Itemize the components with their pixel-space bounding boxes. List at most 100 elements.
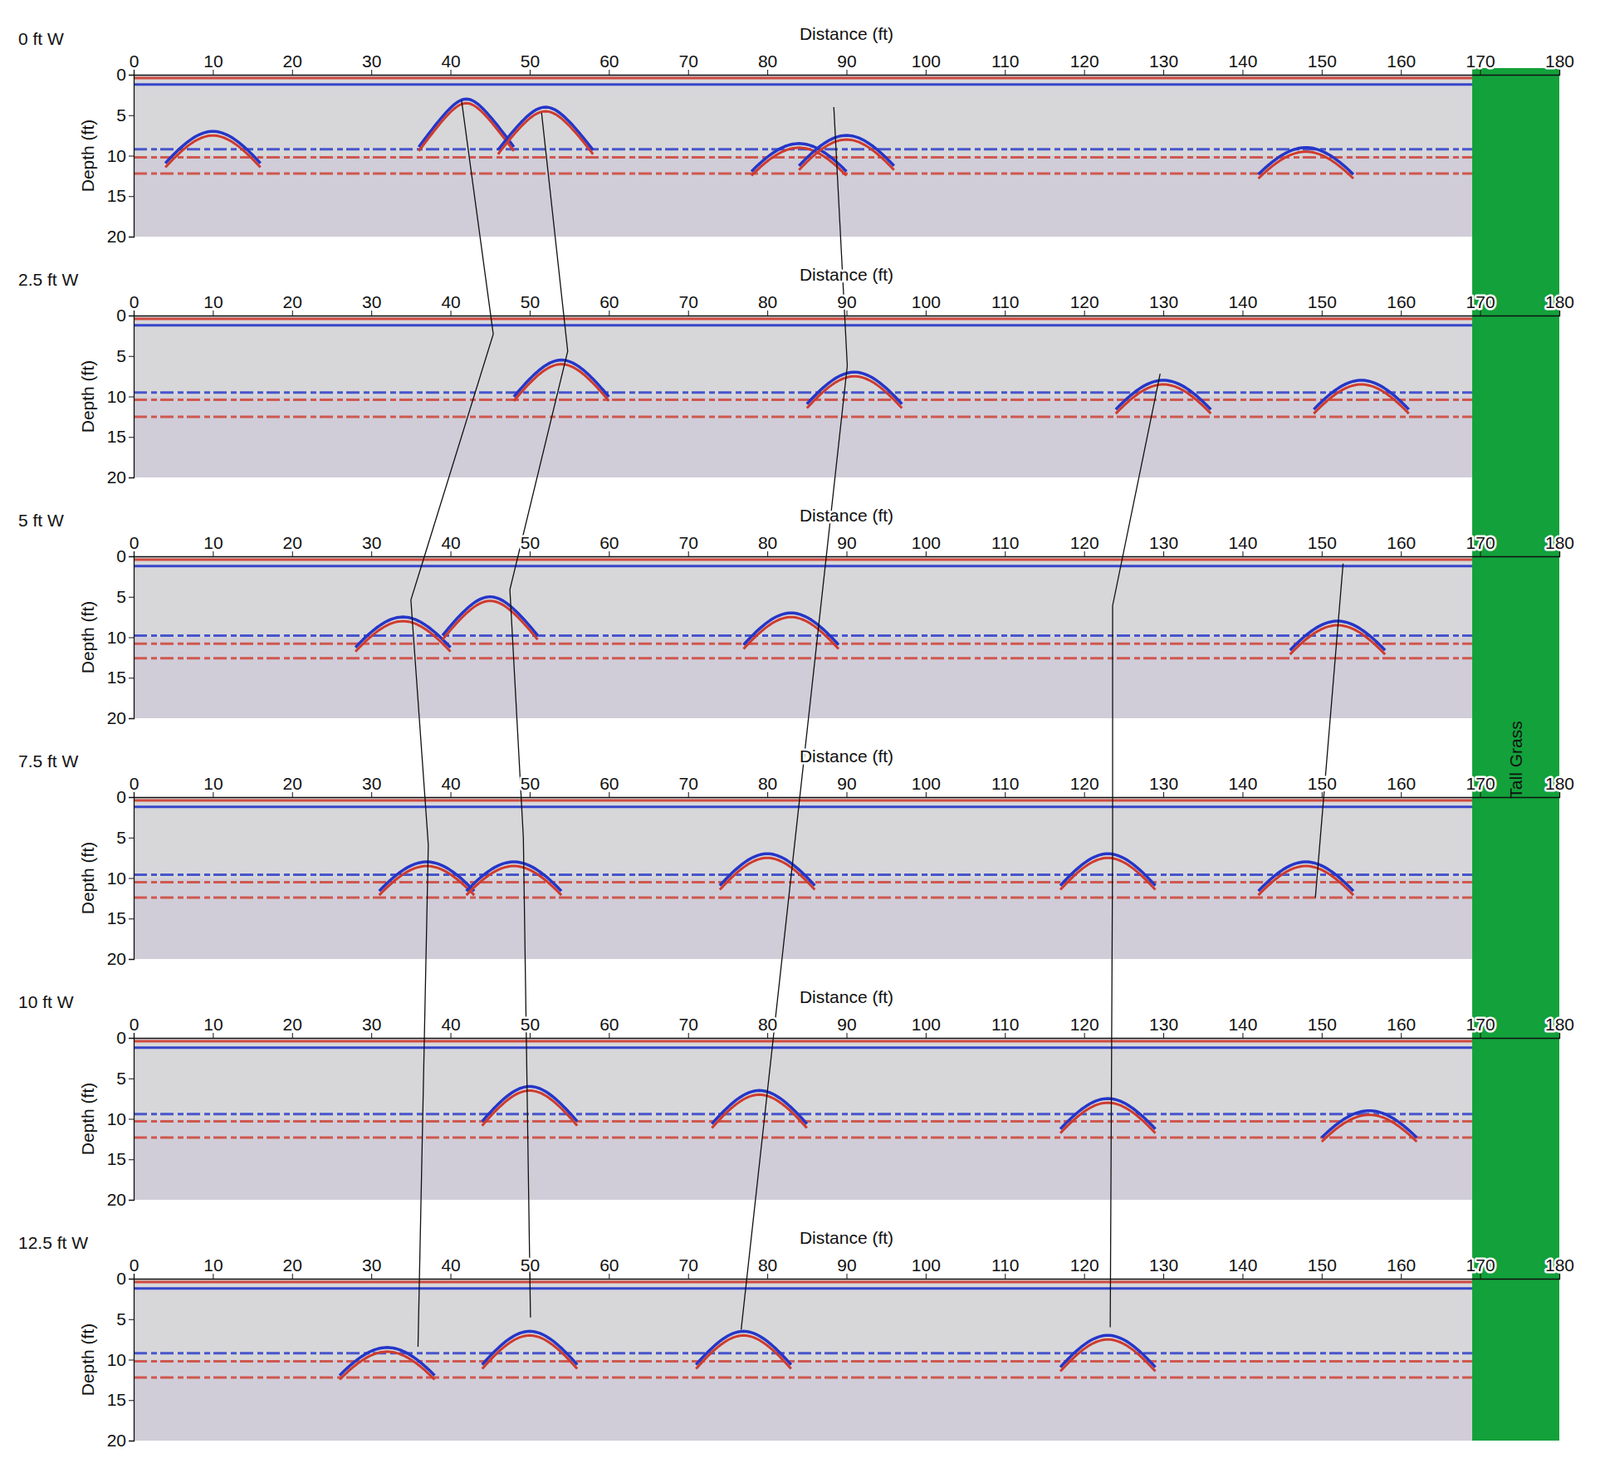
x-axis: 0102030405060708090100110120130140150160… bbox=[129, 292, 1575, 317]
reflector bbox=[133, 1039, 1481, 1043]
hyperbola-positive bbox=[743, 616, 838, 649]
y-tick-label: 5 bbox=[116, 1068, 127, 1088]
x-axis-title: Distance (ft) bbox=[799, 1228, 894, 1248]
x-tick: 10 bbox=[203, 1014, 223, 1038]
hyperbola-negative bbox=[498, 107, 593, 151]
y-tick-mark bbox=[128, 74, 134, 76]
x-tick-label: 50 bbox=[520, 773, 540, 793]
x-tick: 80 bbox=[758, 533, 778, 557]
panel-data bbox=[133, 797, 1481, 960]
hyperbola bbox=[1313, 380, 1409, 414]
x-tick-label: 140 bbox=[1228, 51, 1258, 71]
x-tick: 160 bbox=[1386, 533, 1416, 557]
x-axis-title: Distance (ft) bbox=[799, 264, 894, 284]
y-tick-label: 10 bbox=[107, 868, 127, 888]
x-tick-label: 180 bbox=[1545, 51, 1575, 71]
hyperbola bbox=[719, 853, 815, 890]
hyperbola-positive bbox=[355, 621, 451, 652]
x-tick: 90 bbox=[836, 51, 857, 75]
reflector bbox=[133, 1112, 1481, 1116]
x-tick-label: 70 bbox=[679, 533, 699, 553]
y-tick: 0 bbox=[116, 64, 134, 84]
x-tick: 150 bbox=[1307, 51, 1337, 75]
x-tick: 180 bbox=[1545, 1014, 1575, 1038]
y-tick-mark bbox=[128, 195, 134, 197]
y-tick: 15 bbox=[107, 908, 134, 928]
y-axis-title: Depth (ft) bbox=[78, 1082, 98, 1156]
reflector bbox=[133, 1286, 1481, 1290]
y-axis-line bbox=[128, 75, 135, 238]
texture bbox=[133, 156, 1488, 238]
hyperbola bbox=[513, 360, 609, 402]
x-tick-label: 110 bbox=[991, 292, 1019, 312]
radargram-extent bbox=[133, 74, 1488, 237]
x-tick-label: 20 bbox=[283, 1255, 303, 1275]
x-tick: 30 bbox=[362, 292, 382, 316]
y-tick-mark bbox=[128, 596, 134, 598]
x-tick: 0 bbox=[129, 773, 140, 798]
x-tick-label: 150 bbox=[1307, 773, 1337, 793]
x-tick-label: 100 bbox=[911, 292, 941, 312]
panel-title: 10 ft W bbox=[18, 992, 74, 1012]
x-tick-label: 70 bbox=[679, 1255, 699, 1275]
y-tick: 0 bbox=[116, 1268, 134, 1288]
y-axis: 05101520 bbox=[107, 787, 135, 969]
y-tick-label: 0 bbox=[116, 787, 127, 807]
x-axis: 0102030405060708090100110120130140150160… bbox=[129, 1014, 1575, 1039]
x-tick: 110 bbox=[991, 292, 1019, 316]
hyperbola bbox=[165, 131, 260, 167]
x-tick-label: 130 bbox=[1149, 773, 1179, 793]
x-tick: 60 bbox=[599, 1014, 619, 1038]
texture bbox=[133, 396, 1481, 479]
x-tick: 110 bbox=[991, 1255, 1019, 1279]
y-tick-mark bbox=[128, 356, 134, 358]
x-tick-label: 60 bbox=[599, 1255, 619, 1275]
x-tick: 70 bbox=[679, 773, 699, 798]
x-tick-label: 170 bbox=[1466, 1014, 1496, 1034]
reflector bbox=[133, 805, 1481, 808]
x-tick-label: 10 bbox=[203, 1014, 223, 1034]
x-tick-label: 40 bbox=[440, 1255, 460, 1275]
x-axis: 0102030405060708090100110120130140150160… bbox=[129, 773, 1575, 798]
x-tick: 150 bbox=[1307, 1014, 1337, 1038]
x-tick-label: 180 bbox=[1545, 292, 1575, 312]
y-tick-mark bbox=[128, 718, 134, 720]
texture bbox=[133, 637, 1481, 720]
tall-grass bbox=[1472, 68, 1560, 1441]
panel-axes: 0102030405060708090100110120130140150160… bbox=[18, 987, 1575, 1209]
x-tick: 20 bbox=[283, 773, 303, 798]
x-tick-label: 40 bbox=[440, 533, 460, 553]
x-tick: 50 bbox=[520, 533, 540, 557]
hyperbola bbox=[379, 861, 475, 896]
texture bbox=[133, 878, 1481, 960]
x-tick: 30 bbox=[362, 51, 382, 75]
x-tick: 40 bbox=[440, 51, 460, 75]
x-tick-label: 140 bbox=[1228, 1014, 1258, 1034]
x-tick: 50 bbox=[520, 1255, 540, 1279]
axes-layer: 0102030405060708090100110120130140150160… bbox=[18, 24, 1575, 1450]
y-tick-mark bbox=[128, 837, 134, 839]
x-tick-label: 120 bbox=[1070, 773, 1100, 793]
reflector bbox=[133, 656, 1481, 660]
x-tick: 0 bbox=[129, 292, 140, 316]
x-tick: 20 bbox=[283, 51, 303, 75]
hyperbola bbox=[1258, 861, 1354, 896]
hyperbola bbox=[1321, 1110, 1417, 1142]
hyperbola bbox=[1060, 1098, 1155, 1134]
interpretation-layer bbox=[411, 100, 1344, 1347]
y-tick-label: 0 bbox=[116, 1027, 127, 1048]
x-tick: 50 bbox=[520, 292, 540, 316]
hyperbola-positive bbox=[1060, 1339, 1155, 1371]
x-tick-label: 0 bbox=[129, 51, 140, 71]
x-tick-label: 80 bbox=[758, 1255, 778, 1275]
x-tick: 70 bbox=[679, 51, 699, 75]
x-tick-label: 100 bbox=[911, 773, 941, 793]
x-tick: 80 bbox=[758, 1255, 778, 1279]
y-tick-label: 15 bbox=[107, 908, 127, 928]
y-tick-mark bbox=[128, 396, 134, 398]
y-tick-mark bbox=[128, 315, 134, 317]
x-tick: 0 bbox=[129, 1014, 140, 1038]
hyperbola-positive bbox=[1115, 384, 1211, 414]
hyperbola-positive bbox=[442, 601, 538, 641]
y-axis-line bbox=[128, 1038, 135, 1201]
